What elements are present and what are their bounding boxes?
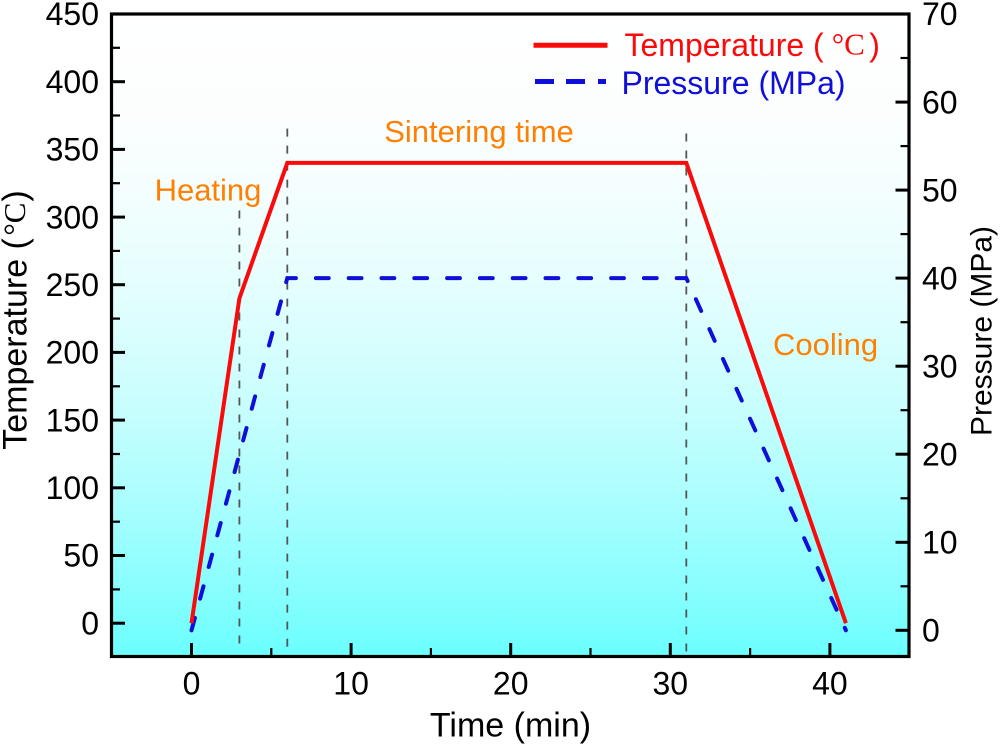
svg-text:400: 400 [46,64,99,100]
svg-text:10: 10 [333,665,369,701]
svg-text:Cooling: Cooling [773,327,878,362]
svg-text:150: 150 [46,402,99,438]
svg-text:300: 300 [46,199,99,235]
svg-text:20: 20 [493,665,529,701]
svg-text:Temperature (°C): Temperature (°C) [625,27,880,64]
svg-text:0: 0 [81,605,99,641]
svg-text:10: 10 [922,525,958,561]
svg-text:200: 200 [46,335,99,371]
svg-text:350: 350 [46,132,99,168]
svg-text:Time (min): Time (min) [430,707,591,745]
svg-text:450: 450 [46,0,99,32]
svg-text:0: 0 [183,665,201,701]
svg-text:30: 30 [653,665,689,701]
svg-text:70: 70 [922,0,958,32]
svg-text:Sintering time: Sintering time [384,114,574,149]
svg-text:30: 30 [922,348,958,384]
svg-text:60: 60 [922,84,958,120]
svg-text:Pressure (MPa): Pressure (MPa) [622,65,846,101]
svg-text:20: 20 [922,436,958,472]
svg-text:50: 50 [63,538,99,574]
svg-text:0: 0 [922,613,940,649]
svg-text:40: 40 [922,260,958,296]
svg-text:Heating: Heating [155,173,262,208]
svg-text:Temperature (°C): Temperature (°C) [0,190,35,450]
svg-text:Pressure (MPa): Pressure (MPa) [966,226,999,436]
svg-text:50: 50 [922,172,958,208]
svg-text:100: 100 [46,470,99,506]
svg-text:250: 250 [46,267,99,303]
svg-text:40: 40 [812,665,848,701]
